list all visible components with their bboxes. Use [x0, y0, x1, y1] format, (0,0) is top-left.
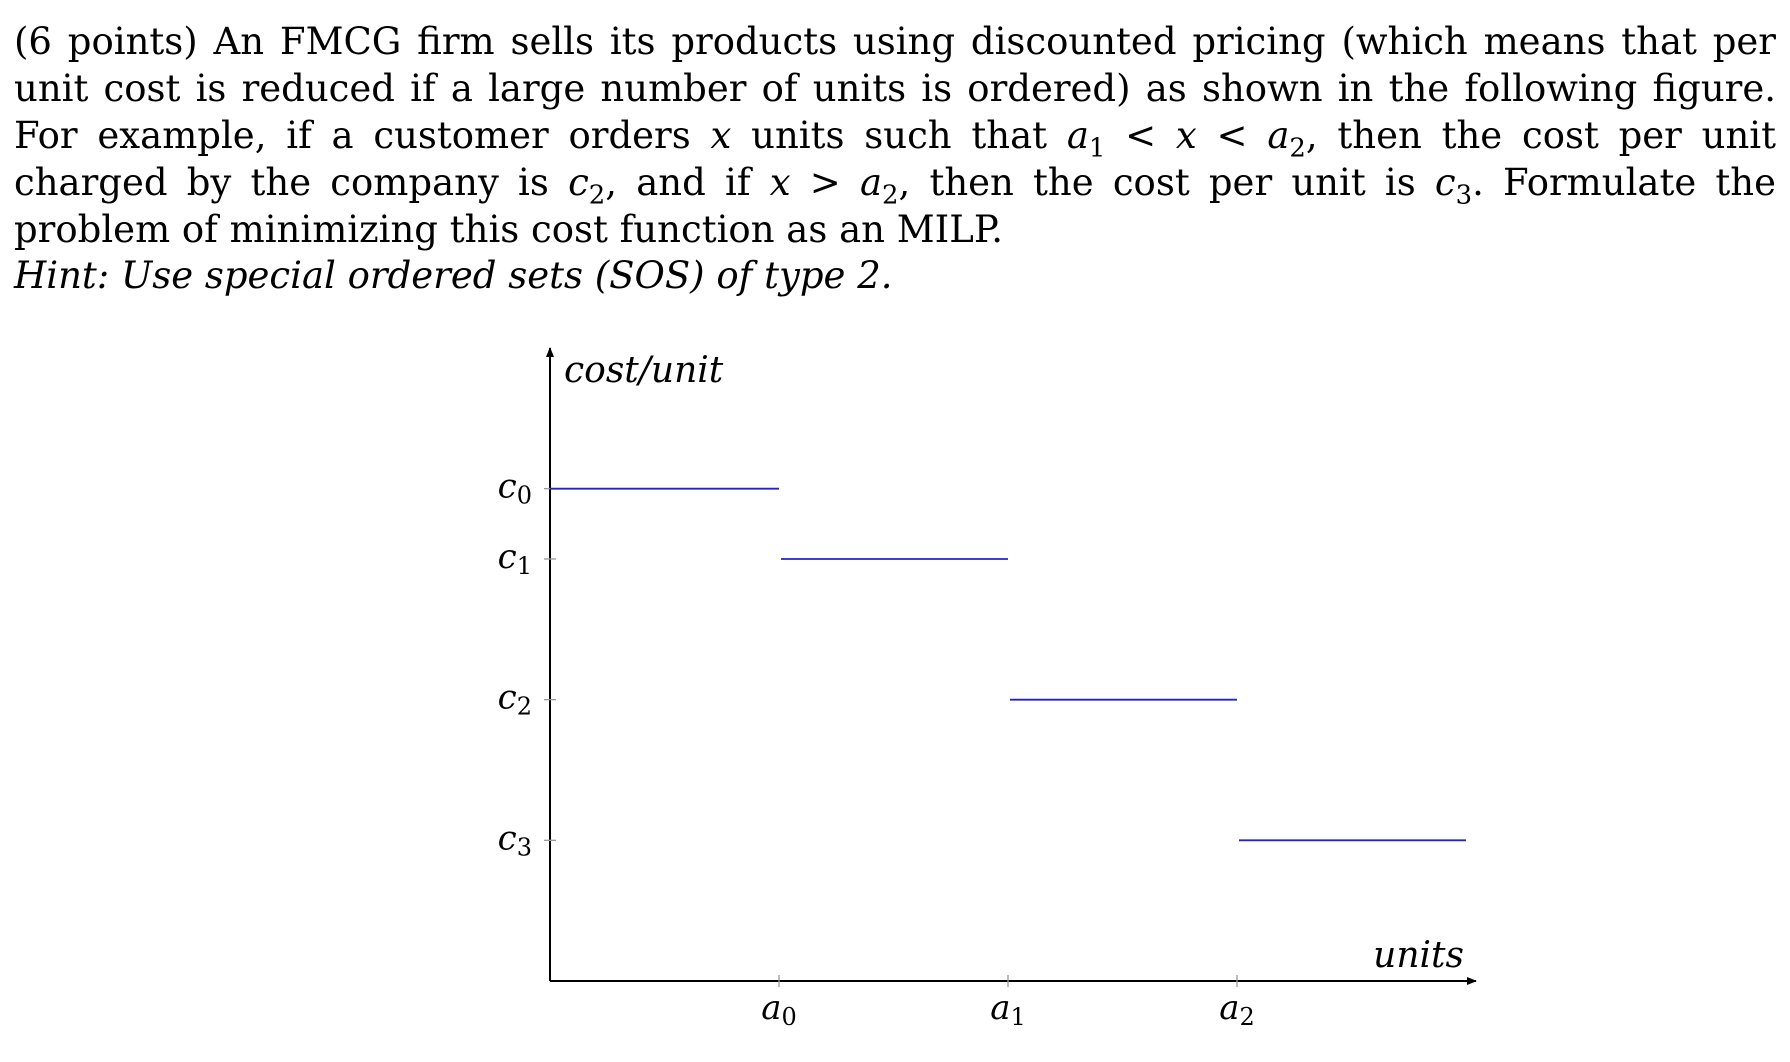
problem-statement: (6 points) An FMCG firm sells its produc…	[14, 20, 1777, 251]
y-tick-label-0: c0	[498, 467, 532, 510]
y-axis-label: cost/unit	[564, 350, 724, 391]
x-axis-label: units	[1373, 935, 1464, 976]
y-tick-label-3: c3	[498, 818, 532, 861]
x-tick-label-0: a0	[761, 988, 797, 1031]
x-tick-label-1: a1	[990, 988, 1026, 1031]
problem-points: (6 points)	[14, 20, 198, 63]
y-tick-label-1: c1	[498, 537, 532, 580]
x-tick-label-2: a2	[1219, 988, 1255, 1031]
y-tick-label-2: c2	[498, 678, 532, 721]
hint-text: Hint: Use special ordered sets (SOS) of …	[14, 254, 893, 297]
